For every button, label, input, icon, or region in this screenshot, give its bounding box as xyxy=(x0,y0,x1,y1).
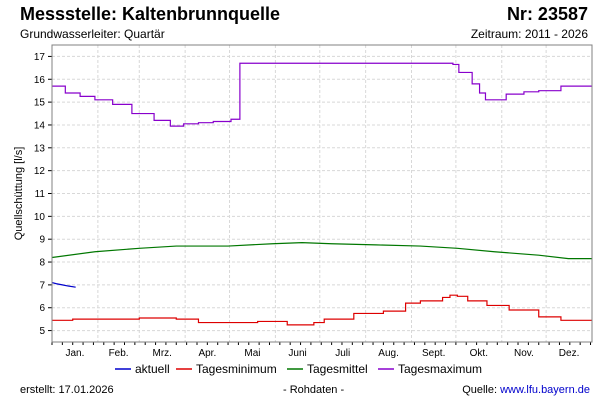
footer-source: Quelle: www.lfu.bayern.de xyxy=(462,384,590,396)
x-tick-label: Dez. xyxy=(559,348,580,359)
x-tick-label: Mrz. xyxy=(152,348,171,359)
footer-raw-data: - Rohdaten - xyxy=(283,384,345,396)
legend-label: aktuell xyxy=(135,362,170,376)
source-label: Quelle: xyxy=(462,384,498,396)
legend-label: Tagesmittel xyxy=(307,362,368,376)
x-tick-label: Juni xyxy=(288,348,306,359)
plot-frame xyxy=(51,44,593,343)
y-tick-label: 5 xyxy=(39,326,45,337)
x-tick-label: Okt. xyxy=(470,348,488,359)
chart-grid xyxy=(52,45,592,342)
footer-created: erstellt: 17.01.2026 xyxy=(20,384,114,396)
chart-legend: aktuell Tagesminimum Tagesmittel Tagesmaxim… xyxy=(115,362,482,376)
y-axis: 5 6 7 8 9 10 11 12 13 14 15 16 17 xyxy=(34,52,52,337)
series-aktuell-line xyxy=(51,282,76,288)
y-tick-label: 10 xyxy=(34,212,46,223)
y-tick-label: 16 xyxy=(34,75,46,86)
x-axis: Jan. Feb. Mrz. Apr. Mai Juni Juli Aug. Sept. Okt.… xyxy=(51,342,592,359)
y-tick-label: 17 xyxy=(34,52,46,63)
x-tick-label: Feb. xyxy=(109,348,129,359)
y-tick-label: 6 xyxy=(39,303,45,314)
station-number: Nr: 23587 xyxy=(506,4,588,24)
x-tick-label: Mai xyxy=(244,348,260,359)
x-tick-label: Sept. xyxy=(422,348,445,359)
x-tick-label: Juli xyxy=(335,348,350,359)
y-tick-label: 12 xyxy=(34,166,46,177)
y-tick-label: 9 xyxy=(39,235,45,246)
created-label: erstellt: xyxy=(20,384,56,396)
discharge-chart: 5 6 7 8 9 10 11 12 13 14 15 16 17 Jan. Feb. Mrz. Apr. Ma… xyxy=(13,44,593,376)
x-tick-label: Aug. xyxy=(378,348,399,359)
aquifer-label: Grundwasserleiter: Quartär xyxy=(20,27,165,41)
y-tick-label: 8 xyxy=(39,258,45,269)
station-title: Messstelle: Kaltenbrunnquelle xyxy=(20,4,281,24)
legend-label: Tagesmaximum xyxy=(398,362,482,376)
y-axis-label: Quellschüttung [l/s] xyxy=(13,147,25,241)
source-link[interactable]: www.lfu.bayern.de xyxy=(500,384,590,396)
x-tick-label: Jan. xyxy=(65,348,84,359)
y-tick-label: 13 xyxy=(34,143,46,154)
created-date: 17.01.2026 xyxy=(58,384,114,396)
series-tagesmaximum-line xyxy=(52,62,592,127)
x-tick-label: Apr. xyxy=(198,348,216,359)
y-tick-label: 7 xyxy=(39,280,45,291)
series-tagesminimum-line xyxy=(52,294,592,326)
y-tick-label: 14 xyxy=(34,120,46,131)
series-tagesmittel-line xyxy=(51,242,592,260)
x-tick-label: Nov. xyxy=(514,348,534,359)
y-tick-label: 11 xyxy=(35,189,46,200)
period-label: Zeitraum: 2011 - 2026 xyxy=(470,27,588,41)
legend-label: Tagesminimum xyxy=(196,362,277,376)
y-tick-label: 15 xyxy=(34,98,46,109)
chart-series xyxy=(51,62,592,326)
